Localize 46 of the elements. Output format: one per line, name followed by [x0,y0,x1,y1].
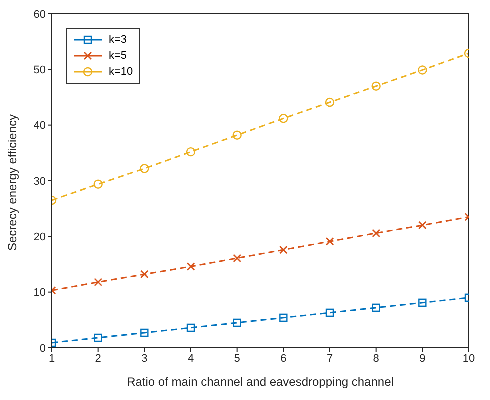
point [372,229,381,238]
point [418,66,428,75]
x-tick-label: 1 [48,352,56,365]
y-tick-label: 0 [40,342,46,355]
x-tick-label: 5 [234,352,240,365]
legend-label: k=3 [109,34,128,46]
y-tick-label: 20 [34,232,46,244]
point [186,147,196,157]
x-tick-label: 7 [326,352,334,365]
point [326,308,334,318]
point [140,270,149,279]
y-tick-label: 10 [34,287,46,300]
point [94,180,103,189]
y-tick-label: 40 [34,120,46,132]
x-tick-label: 8 [373,352,380,365]
y-axis-title: Secrecy energy efficiency [5,114,20,251]
legend-label: k=10 [109,66,134,78]
x-tick-label: 6 [280,352,287,365]
point [186,262,196,271]
point [325,98,335,108]
point [280,314,288,322]
x-tick-label: 2 [95,352,102,365]
x-axis-title: Ratio of main channel and eavesdropping channel [127,375,394,389]
point [326,237,334,246]
x-tick-label: 9 [420,352,426,365]
point [279,246,288,254]
x-tick-label: 4 [188,352,194,365]
point [140,328,149,338]
y-tick-label: 30 [34,176,46,188]
point [232,130,242,140]
point [418,221,427,230]
legend-label: k=5 [109,50,128,62]
y-tick-label: 60 [34,8,46,21]
point [279,114,288,124]
point [372,304,380,312]
point [233,254,242,263]
point [233,318,242,328]
point [94,334,102,342]
point [186,324,196,332]
x-tick-label: 10 [462,352,476,365]
point [418,298,427,308]
x-tick-label: 3 [142,352,148,365]
y-tick-label: 50 [34,64,46,77]
point [372,82,381,91]
point [140,164,150,174]
point [94,278,103,287]
